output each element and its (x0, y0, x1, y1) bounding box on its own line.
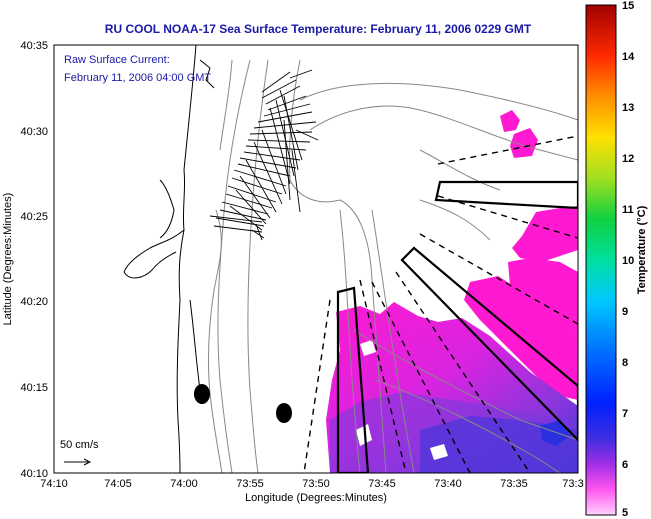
colorbar-ticks: 15 14 13 12 11 10 9 8 7 6 5 (622, 0, 635, 519)
colorbar-tick: 9 (622, 306, 628, 318)
colorbar (585, 4, 617, 516)
x-tick-label: 73:50 (302, 478, 330, 490)
y-tick-label: 40:20 (20, 296, 48, 308)
x-tick-labels: 74:10 74:05 74:00 73:55 73:50 73:45 73:4… (40, 478, 583, 490)
current-vectors (209, 69, 319, 241)
y-tick-label: 40:10 (20, 468, 48, 480)
station-marker (194, 384, 210, 404)
colorbar-tick: 13 (622, 102, 634, 114)
colorbar-tick: 8 (622, 357, 628, 369)
x-tick-label: 73:35 (500, 478, 528, 490)
sst-field (326, 110, 578, 473)
y-tick-labels: 40:35 40:30 40:25 40:20 40:15 40:10 (20, 40, 48, 480)
bathymetry-contours (207, 59, 578, 473)
colorbar-tick: 15 (622, 0, 634, 12)
x-axis-label: Longitude (Degrees:Minutes) (245, 492, 387, 504)
x-tick-label: 73:45 (368, 478, 396, 490)
x-tick-label: 73:3 (562, 478, 583, 490)
colorbar-tick: 5 (622, 507, 628, 519)
scale-arrow-head (83, 458, 92, 466)
station-marker (276, 403, 292, 423)
x-tick-label: 74:00 (170, 478, 198, 490)
colorbar-tick: 7 (622, 408, 628, 420)
colorbar-tick: 6 (622, 459, 628, 471)
scale-label: 50 cm/s (60, 439, 99, 451)
y-tick-label: 40:35 (20, 40, 48, 52)
map-plot-area (54, 45, 578, 473)
survey-boxes (336, 180, 578, 473)
colorbar-tick: 11 (622, 204, 634, 216)
y-axis-label: Latitude (Degrees:Minutes) (2, 193, 14, 326)
y-tick-label: 40:15 (20, 382, 48, 394)
map-title: RU COOL NOAA-17 Sea Surface Temperature:… (105, 22, 532, 36)
y-tick-label: 40:25 (20, 211, 48, 223)
x-tick-label: 74:05 (104, 478, 132, 490)
coastline (123, 45, 215, 473)
x-tick-label: 73:40 (434, 478, 462, 490)
colorbar-tick: 14 (622, 51, 635, 63)
colorbar-tick: 12 (622, 153, 634, 165)
colorbar-tick: 10 (622, 255, 634, 267)
current-annotation-line1: Raw Surface Current: (64, 54, 170, 66)
x-tick-label: 74:10 (40, 478, 68, 490)
current-annotation-line2: February 11, 2006 04:00 GMT (64, 72, 211, 84)
x-tick-label: 73:55 (236, 478, 264, 490)
colorbar-label: Temperature (°C) (636, 205, 648, 294)
plot-frame (53, 44, 579, 474)
radial-lines (303, 135, 578, 473)
y-tick-label: 40:30 (20, 126, 48, 138)
